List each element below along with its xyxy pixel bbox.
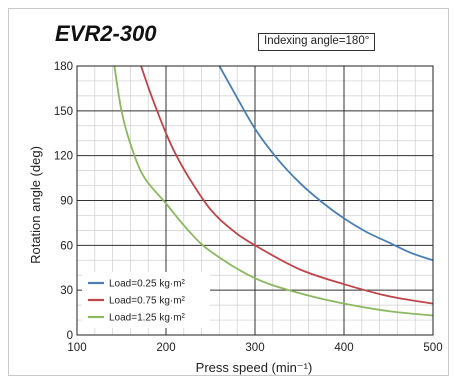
y-tick-label: 60 (60, 240, 73, 252)
chart-title: EVR2-300 (55, 21, 157, 46)
y-tick-label: 30 (60, 285, 73, 297)
x-tick-label: 200 (156, 342, 175, 354)
legend-label-2: Load=0.75 kg·m² (109, 296, 186, 307)
major-grid (77, 66, 433, 335)
x-axis-label: Press speed (min⁻¹) (196, 360, 313, 375)
y-tick-label: 180 (54, 61, 73, 73)
y-tick-label: 150 (54, 106, 73, 118)
y-tick-label: 90 (60, 196, 73, 208)
y-tick-label: 0 (67, 330, 73, 342)
x-tick-label: 300 (245, 342, 264, 354)
legend-label-3: Load=1.25 kg·m² (109, 313, 186, 324)
plot-border (76, 65, 434, 336)
tick-labels: 100 200 300 400 500 0 30 60 90 120 150 180 (54, 61, 443, 354)
series-layer (113, 65, 434, 317)
series-line-1 (218, 65, 434, 262)
x-tick-label: 400 (334, 342, 353, 354)
y-axis-label: Rotation angle (deg) (28, 146, 43, 264)
x-tick-label: 100 (67, 342, 86, 354)
series-line-3 (113, 65, 434, 317)
legend: Load=0.25 kg·m² Load=0.75 kg·m² Load=1.25 … (82, 272, 210, 328)
indexing-angle-note: Indexing angle=180° (258, 33, 376, 51)
chart-frame (8, 8, 449, 376)
x-tick-label: 500 (423, 342, 442, 354)
y-tick-label: 120 (54, 151, 73, 163)
series-line-2 (140, 65, 434, 305)
legend-label-1: Load=0.25 kg·m² (109, 279, 186, 290)
